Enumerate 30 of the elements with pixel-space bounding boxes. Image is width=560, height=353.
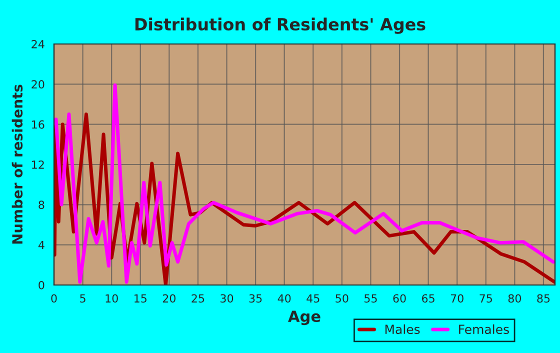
y-tick-label: 0 [38, 280, 44, 290]
legend-label: Females [459, 324, 509, 334]
x-tick-label: 70 [450, 294, 464, 303]
x-tick-label: 10 [106, 294, 118, 303]
x-tick-label: 60 [393, 294, 406, 303]
chart-title: Distribution of Residents' Ages [135, 18, 426, 34]
y-tick-label: 24 [32, 40, 44, 48]
y-tick-label: 12 [32, 160, 44, 169]
x-tick-label: 45 [306, 294, 320, 303]
x-tick-label: 55 [364, 294, 377, 303]
x-tick-label: 40 [278, 294, 291, 303]
x-tick-label: 5 [80, 294, 86, 303]
x-axis-title: Age [288, 310, 320, 326]
x-tick-label: 80 [508, 294, 522, 303]
legend-label: Males [385, 324, 420, 334]
x-tick-label: 25 [192, 294, 204, 303]
x-tick-label: 30 [220, 294, 234, 303]
x-tick-label: 0 [51, 294, 57, 303]
x-tick-label: 75 [480, 294, 492, 303]
x-tick-label: 65 [422, 294, 434, 303]
y-tick-label: 4 [38, 240, 44, 250]
x-tick-label: 20 [162, 294, 176, 303]
x-tick-label: 85 [537, 294, 550, 303]
y-axis-title: Number of residents [12, 84, 23, 244]
x-tick-label: 50 [336, 294, 348, 303]
x-tick-label: 15 [134, 294, 146, 303]
y-tick-label: 20 [32, 80, 44, 89]
y-tick-label: 8 [38, 200, 44, 210]
y-tick-label: 16 [32, 120, 44, 129]
x-tick-label: 35 [249, 294, 262, 303]
